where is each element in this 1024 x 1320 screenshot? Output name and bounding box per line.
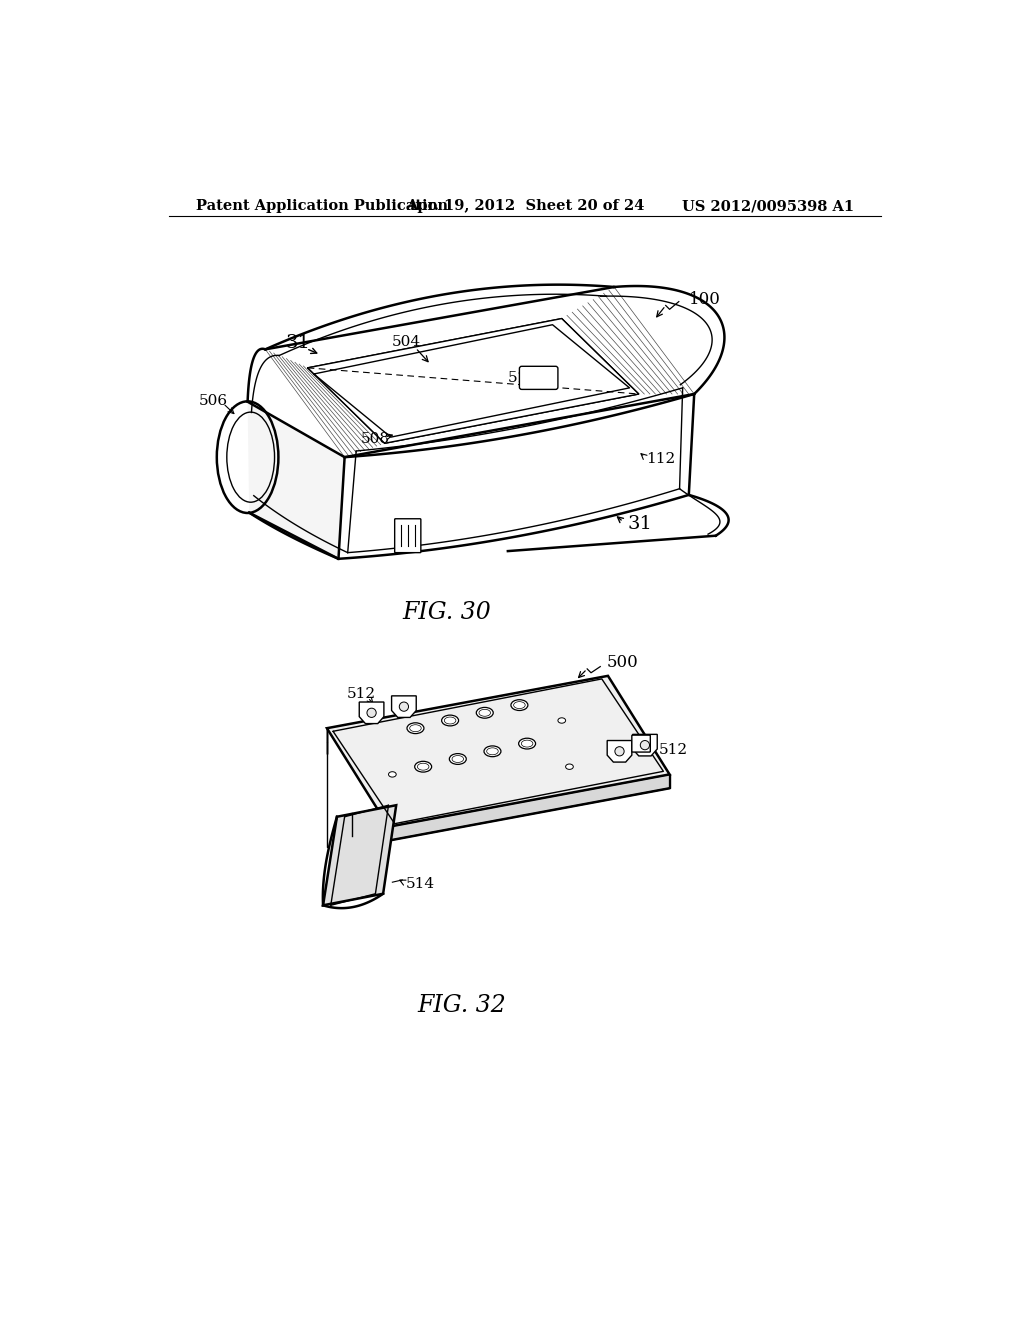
FancyBboxPatch shape xyxy=(519,367,558,389)
Polygon shape xyxy=(327,676,670,826)
Text: 512: 512 xyxy=(658,743,688,756)
Text: FIG. 32: FIG. 32 xyxy=(418,994,506,1016)
Text: 500: 500 xyxy=(606,655,638,672)
Ellipse shape xyxy=(450,754,466,764)
Text: Patent Application Publication: Patent Application Publication xyxy=(196,199,449,213)
Text: Apr. 19, 2012  Sheet 20 of 24: Apr. 19, 2012 Sheet 20 of 24 xyxy=(406,199,644,213)
Text: 31: 31 xyxy=(286,334,311,352)
Ellipse shape xyxy=(640,741,649,750)
Ellipse shape xyxy=(441,715,459,726)
Text: 31: 31 xyxy=(628,515,652,533)
Polygon shape xyxy=(323,805,396,906)
Text: 112: 112 xyxy=(646,451,676,466)
Text: US 2012/0095398 A1: US 2012/0095398 A1 xyxy=(682,199,854,213)
Text: 100: 100 xyxy=(689,290,721,308)
Text: 508: 508 xyxy=(360,433,390,446)
Polygon shape xyxy=(388,775,670,841)
Polygon shape xyxy=(391,696,416,718)
Ellipse shape xyxy=(415,762,432,772)
Polygon shape xyxy=(607,741,632,762)
Text: FIG. 30: FIG. 30 xyxy=(401,601,490,624)
Ellipse shape xyxy=(484,746,501,756)
Ellipse shape xyxy=(388,772,396,777)
Polygon shape xyxy=(265,286,694,457)
Ellipse shape xyxy=(407,723,424,734)
Ellipse shape xyxy=(399,702,409,711)
Ellipse shape xyxy=(614,747,625,756)
Text: 510: 510 xyxy=(508,371,537,385)
Text: 512: 512 xyxy=(347,686,376,701)
Ellipse shape xyxy=(367,708,376,718)
Ellipse shape xyxy=(565,764,573,770)
Text: 504: 504 xyxy=(391,335,421,348)
Ellipse shape xyxy=(558,718,565,723)
Polygon shape xyxy=(307,318,639,444)
Ellipse shape xyxy=(476,708,494,718)
FancyBboxPatch shape xyxy=(632,735,650,752)
FancyBboxPatch shape xyxy=(394,519,421,553)
Text: 506: 506 xyxy=(199,393,228,408)
Ellipse shape xyxy=(518,738,536,748)
Ellipse shape xyxy=(511,700,528,710)
Polygon shape xyxy=(359,702,384,723)
Polygon shape xyxy=(633,734,657,756)
Polygon shape xyxy=(248,401,345,558)
Text: 514: 514 xyxy=(407,876,435,891)
